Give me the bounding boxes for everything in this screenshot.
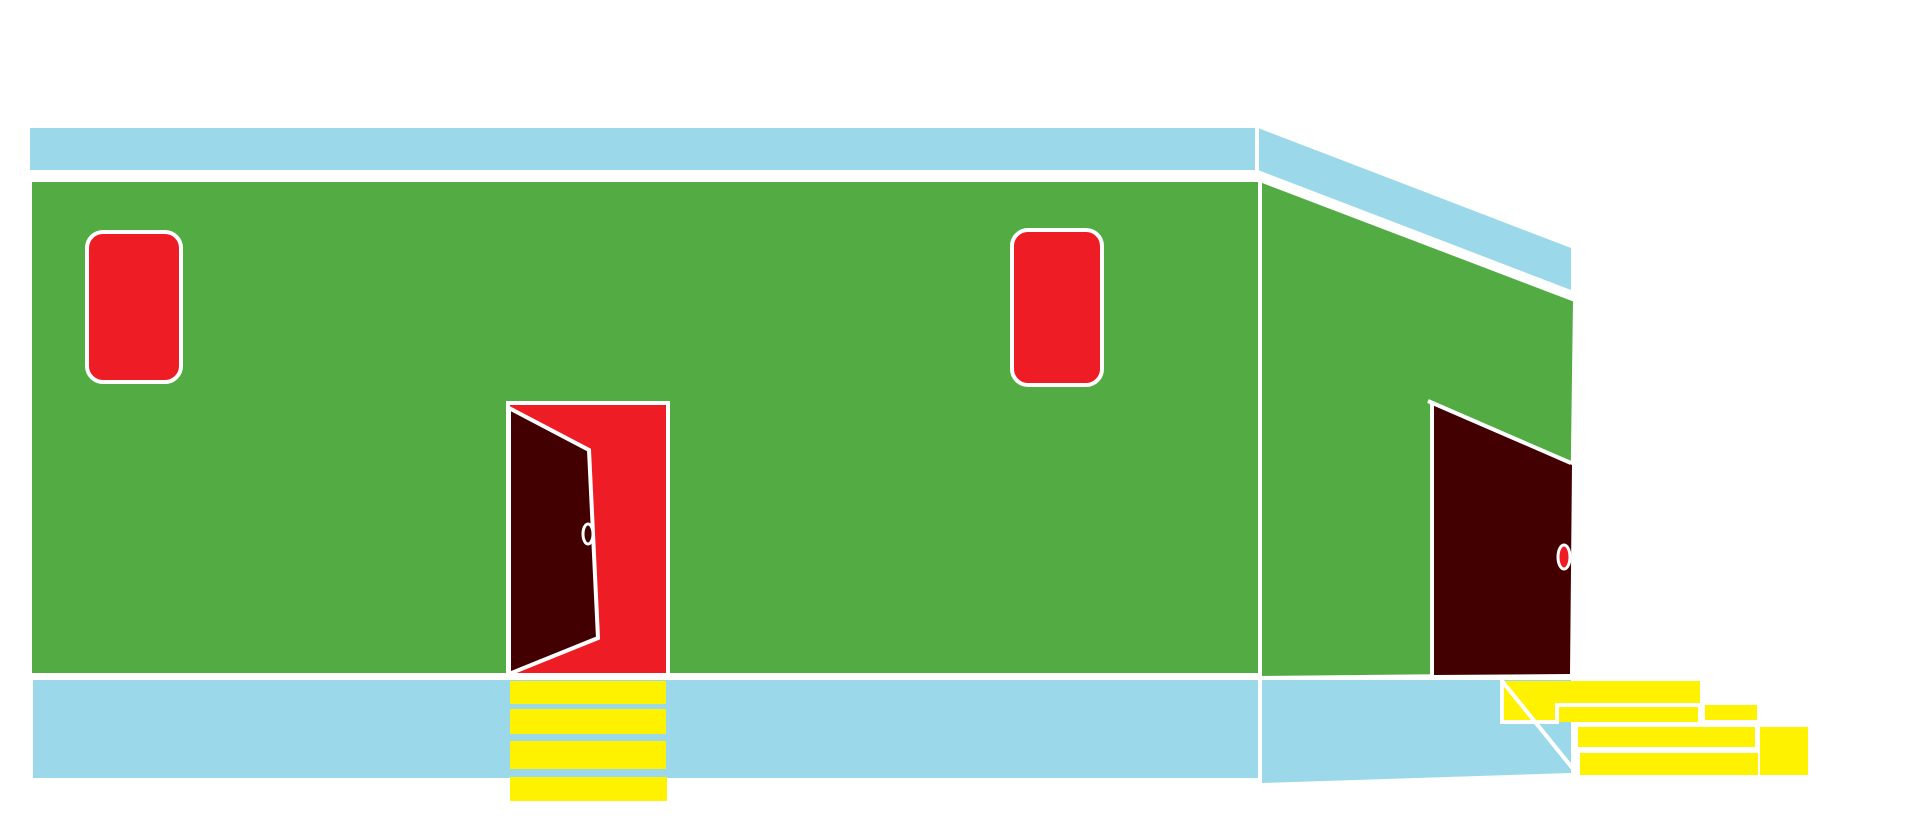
side-step-4 [1578, 727, 1758, 749]
side-roof-trim [1258, 128, 1571, 290]
side-steps-outline [1500, 675, 1759, 781]
front-steps [510, 681, 667, 801]
side-step-6 [1578, 753, 1758, 775]
window-left [85, 230, 183, 384]
side-door-outline [1427, 399, 1572, 465]
front-door-knob-icon [581, 522, 595, 546]
side-door [1427, 399, 1572, 676]
front-step-4 [510, 777, 667, 801]
front-step-2 [510, 709, 666, 734]
front-door-leaf [507, 404, 601, 677]
side-step-3 [1705, 705, 1757, 722]
side-steps [1500, 675, 1808, 781]
front-step-3 [510, 741, 666, 769]
front-step-1 [510, 681, 666, 704]
front-door [506, 401, 670, 677]
side-step-5 [1760, 727, 1808, 775]
side-foundation [1261, 680, 1571, 783]
foundation [33, 678, 1571, 783]
side-door-leaf [1433, 405, 1572, 675]
side-door-knob-icon [1556, 543, 1572, 571]
side-step-2 [1557, 705, 1700, 722]
window-right [1010, 228, 1104, 387]
front-roof-trim [30, 128, 1255, 170]
walls [28, 177, 1578, 681]
windows [85, 228, 1104, 387]
roof-trim [30, 128, 1571, 290]
